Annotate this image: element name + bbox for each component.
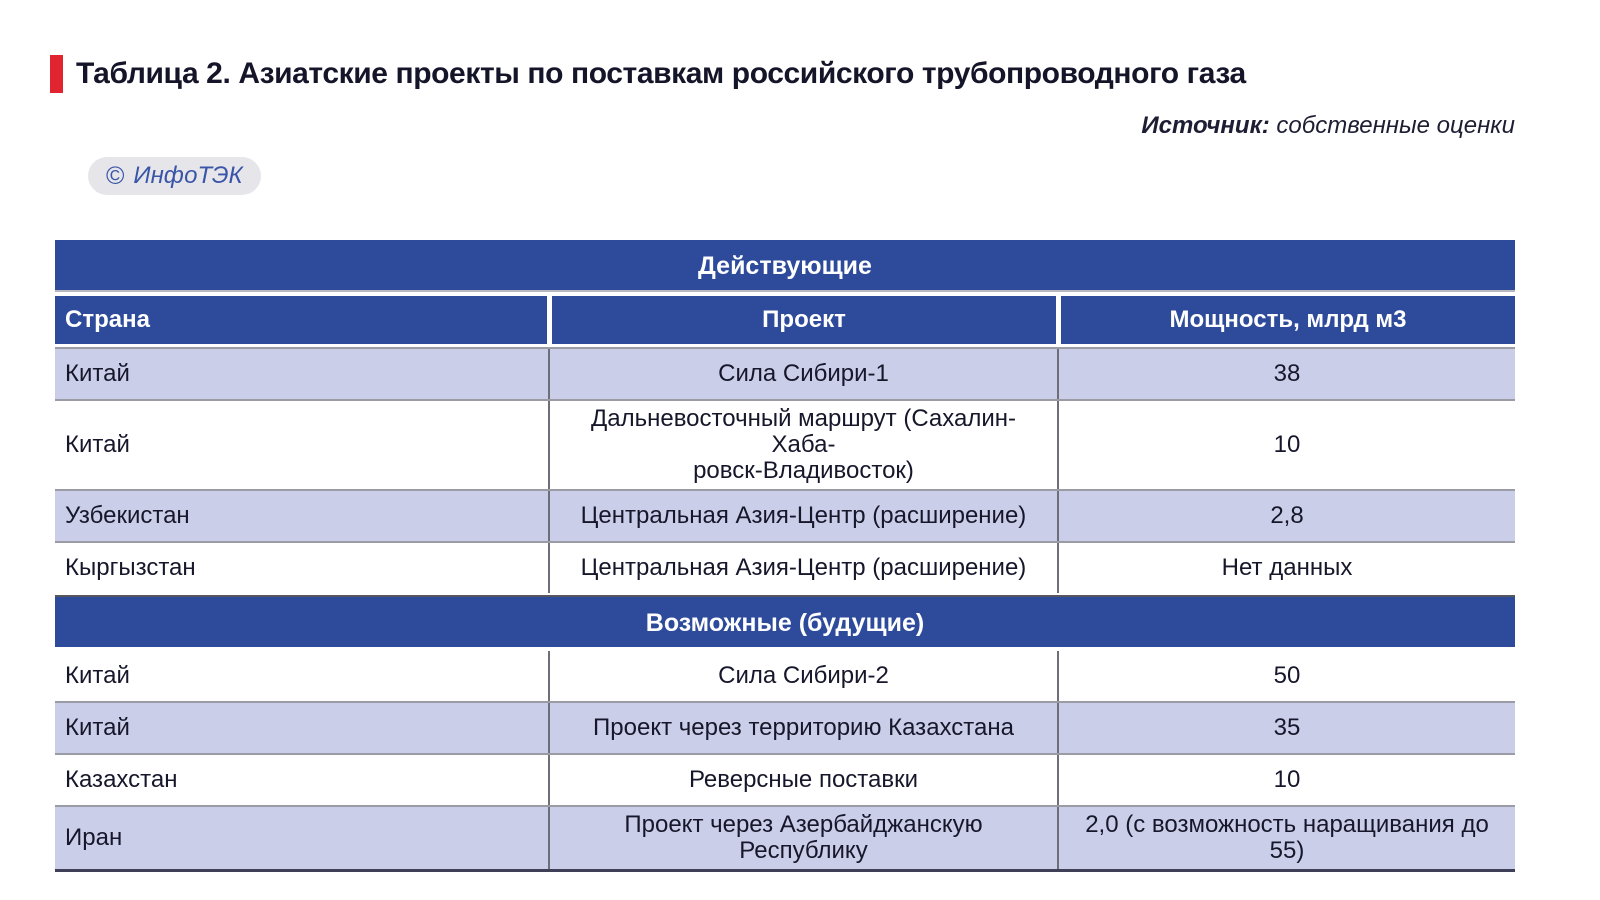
column-header-capacity: Мощность, млрд м3: [1061, 296, 1515, 344]
column-header-project: Проект: [552, 296, 1056, 344]
source-note: Источник: собственные оценки: [1141, 112, 1515, 140]
table-row: Узбекистан Центральная Азия-Центр (расши…: [55, 489, 1515, 541]
copyright-icon: ©: [106, 161, 125, 190]
cell-country: Китай: [55, 703, 550, 753]
page-title: Таблица 2. Азиатские проекты по поставка…: [76, 57, 1246, 90]
cell-project: Дальневосточный маршрут (Сахалин-Хаба- р…: [550, 401, 1059, 489]
gas-projects-table: Действующие Страна Проект Мощность, млрд…: [55, 240, 1515, 872]
badge-label: ИнфоТЭК: [133, 162, 243, 189]
column-header-country: Страна: [55, 296, 547, 344]
cell-project: Проект через территорию Казахстана: [550, 703, 1059, 753]
table-row: Китай Дальневосточный маршрут (Сахалин-Х…: [55, 399, 1515, 489]
cell-capacity: 50: [1273, 662, 1301, 689]
cell-project: Центральная Азия-Центр (расширение): [550, 543, 1059, 593]
cell-project: Центральная Азия-Центр (расширение): [550, 491, 1059, 541]
source-label: Источник:: [1141, 112, 1270, 139]
cell-country: Узбекистан: [55, 491, 550, 541]
table-row: Китай Сила Сибири-2 50: [55, 651, 1515, 701]
cell-country: Кыргызстан: [55, 543, 550, 593]
infotek-badge: © ИнфоТЭК: [88, 157, 261, 195]
cell-capacity: 10: [1273, 766, 1301, 793]
cell-capacity: 2,8: [1270, 502, 1304, 529]
table-row: Кыргызстан Центральная Азия-Центр (расши…: [55, 541, 1515, 593]
table-row: Китай Проект через территорию Казахстана…: [55, 701, 1515, 753]
cell-project: Проект через Азербайджанскую Республику: [550, 807, 1059, 869]
cell-country: Казахстан: [55, 755, 550, 805]
table-row: Иран Проект через Азербайджанскую Респуб…: [55, 805, 1515, 869]
cell-project: Сила Сибири-2: [550, 651, 1059, 701]
table-row: Китай Сила Сибири-1 38: [55, 347, 1515, 399]
title-accent-bar: [50, 55, 63, 93]
column-header-row: Страна Проект Мощность, млрд м3: [55, 296, 1515, 344]
section-header-future: Возможные (будущие): [55, 595, 1515, 647]
source-value: собственные оценки: [1276, 112, 1515, 139]
cell-capacity: 35: [1273, 714, 1301, 741]
cell-country: Иран: [55, 807, 550, 869]
cell-capacity: 10: [1273, 431, 1301, 458]
cell-capacity: 38: [1273, 360, 1301, 387]
cell-capacity: Нет данных: [1221, 554, 1353, 581]
cell-project: Реверсные поставки: [550, 755, 1059, 805]
cell-country: Китай: [55, 401, 550, 489]
cell-country: Китай: [55, 349, 550, 399]
cell-country: Китай: [55, 651, 550, 701]
table-row: Казахстан Реверсные поставки 10: [55, 753, 1515, 805]
section-header-active: Действующие: [55, 240, 1515, 292]
cell-project: Сила Сибири-1: [550, 349, 1059, 399]
cell-capacity: 2,0 (с возможность наращивания до 55): [1085, 811, 1489, 864]
